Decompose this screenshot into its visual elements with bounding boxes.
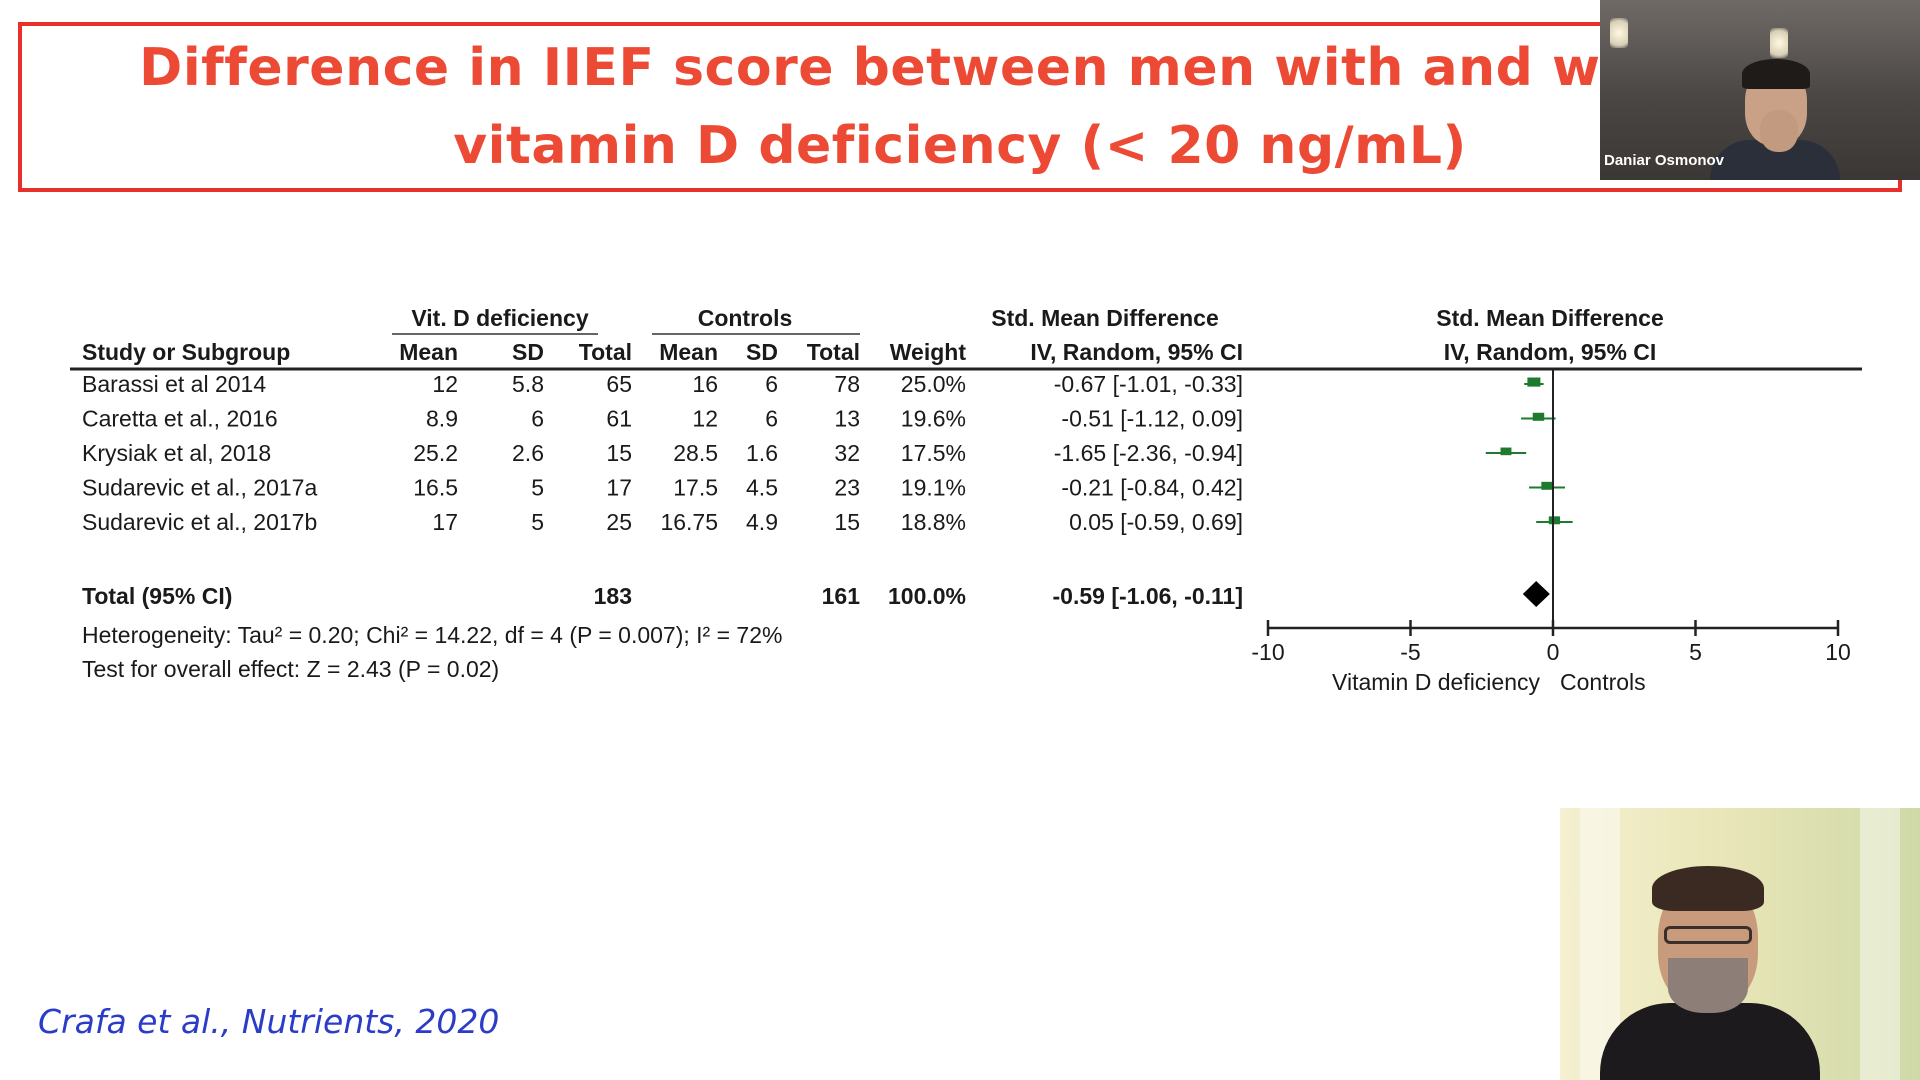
total-label: Total (95% CI)	[82, 583, 232, 609]
total-n1: 183	[594, 583, 632, 609]
study-weight: 18.8%	[901, 509, 966, 535]
speaker-glasses	[1664, 926, 1752, 944]
study-total1: 17	[606, 475, 632, 501]
header-total2: Total	[807, 339, 860, 365]
study-total2: 15	[834, 509, 860, 535]
header-effect-sub: IV, Random, 95% CI	[1030, 339, 1243, 365]
participant-tile-bottom[interactable]	[1560, 808, 1920, 1080]
study-mean2: 16	[692, 371, 718, 397]
study-ci: -0.51 [-1.12, 0.09]	[1061, 406, 1243, 432]
study-sd2: 6	[765, 371, 778, 397]
study-mean2: 12	[692, 406, 718, 432]
study-rows: Barassi et al 2014 12 5.8 65 16 6 78 25.0% -0.67…	[82, 371, 1243, 535]
participant-hand	[1760, 110, 1798, 152]
header-plot-sub: IV, Random, 95% CI	[1444, 339, 1657, 365]
header-mean2: Mean	[659, 339, 718, 365]
study-ci: -1.65 [-2.36, -0.94]	[1054, 440, 1243, 466]
study-weight: 19.1%	[901, 475, 966, 501]
axis-tick-label: 10	[1825, 639, 1851, 665]
axis-right-label: Controls	[1560, 669, 1646, 695]
axis-left-label: Vitamin D deficiency	[1332, 669, 1540, 695]
citation: Crafa et al., Nutrients, 2020	[38, 1002, 500, 1041]
study-mean2: 28.5	[673, 440, 718, 466]
header-study: Study or Subgroup	[82, 339, 290, 365]
study-name: Krysiak et al, 2018	[82, 440, 271, 466]
effect-square	[1500, 447, 1512, 456]
study-ci: 0.05 [-0.59, 0.69]	[1069, 509, 1243, 535]
study-total2: 23	[834, 475, 860, 501]
participant-video	[1710, 55, 1840, 180]
speaker-hair	[1652, 866, 1764, 911]
effect-square	[1532, 412, 1545, 421]
study-weight: 19.6%	[901, 406, 966, 432]
study-name: Caretta et al., 2016	[82, 406, 278, 432]
study-sd2: 4.5	[746, 475, 778, 501]
study-sd1: 6	[531, 406, 544, 432]
study-weight: 17.5%	[901, 440, 966, 466]
study-mean1: 8.9	[426, 406, 458, 432]
study-total2: 32	[834, 440, 860, 466]
total-diamond	[1522, 581, 1550, 607]
study-sd1: 5	[531, 475, 544, 501]
study-weight: 25.0%	[901, 371, 966, 397]
axis-tick-label: 0	[1547, 639, 1560, 665]
study-total1: 25	[606, 509, 632, 535]
axis-tick-label: 5	[1689, 639, 1702, 665]
study-mean2: 16.75	[660, 509, 718, 535]
study-sd2: 4.9	[746, 509, 778, 535]
effect-square	[1527, 377, 1541, 387]
study-sd2: 6	[765, 406, 778, 432]
study-name: Barassi et al 2014	[82, 371, 266, 397]
study-mean1: 16.5	[413, 475, 458, 501]
study-name: Sudarevic et al., 2017a	[82, 475, 317, 501]
header-sd1: SD	[512, 339, 544, 365]
study-ci: -0.67 [-1.01, -0.33]	[1054, 371, 1243, 397]
study-total1: 61	[606, 406, 632, 432]
study-sd2: 1.6	[746, 440, 778, 466]
participant-hair	[1742, 59, 1810, 89]
study-sd1: 5.8	[512, 371, 544, 397]
effect-square	[1548, 516, 1561, 525]
header-effect: Std. Mean Difference	[991, 305, 1219, 331]
header-controls-group: Controls	[698, 305, 793, 331]
participant-name-tag: Daniar Osmonov	[1604, 152, 1725, 169]
speaker-body	[1600, 1003, 1820, 1080]
forest-axis: -10 -5 0 5 10	[1251, 620, 1851, 665]
total-ci: -0.59 [-1.06, -0.11]	[1053, 583, 1244, 609]
heterogeneity-text: Heterogeneity: Tau² = 0.20; Chi² = 14.22…	[82, 622, 782, 648]
header-vitd-group: Vit. D deficiency	[411, 305, 588, 331]
study-ci: -0.21 [-0.84, 0.42]	[1061, 475, 1243, 501]
study-sd1: 5	[531, 509, 544, 535]
header-sd2: SD	[746, 339, 778, 365]
axis-tick-label: -5	[1400, 639, 1420, 665]
study-total2: 13	[834, 406, 860, 432]
total-weight: 100.0%	[888, 583, 966, 609]
study-total1: 65	[606, 371, 632, 397]
study-mean1: 25.2	[413, 440, 458, 466]
effect-square	[1541, 481, 1553, 490]
overall-effect-text: Test for overall effect: Z = 2.43 (P = 0…	[82, 656, 499, 682]
speaker-beard	[1668, 958, 1748, 1013]
slide-title-line-2: vitamin D deficiency (< 20 ng/mL)	[453, 116, 1467, 176]
study-mean2: 17.5	[673, 475, 718, 501]
header-total1: Total	[579, 339, 632, 365]
header-mean1: Mean	[399, 339, 458, 365]
study-sd1: 2.6	[512, 440, 544, 466]
study-name: Sudarevic et al., 2017b	[82, 509, 317, 535]
study-total1: 15	[606, 440, 632, 466]
participant-tile-top[interactable]: Daniar Osmonov	[1600, 0, 1920, 180]
study-mean1: 17	[432, 509, 458, 535]
slide-title-line-1: Difference in IIEF score between men wit…	[139, 38, 1781, 98]
plot-marks	[1485, 369, 1573, 628]
header-weight: Weight	[890, 339, 967, 365]
study-total2: 78	[834, 371, 860, 397]
ceiling-lamp	[1770, 28, 1788, 58]
axis-tick-label: -10	[1251, 639, 1284, 665]
background-stripe	[1860, 808, 1900, 1080]
ceiling-lamp	[1610, 18, 1628, 48]
header-plot-title: Std. Mean Difference	[1436, 305, 1664, 331]
total-n2: 161	[822, 583, 861, 609]
study-mean1: 12	[432, 371, 458, 397]
